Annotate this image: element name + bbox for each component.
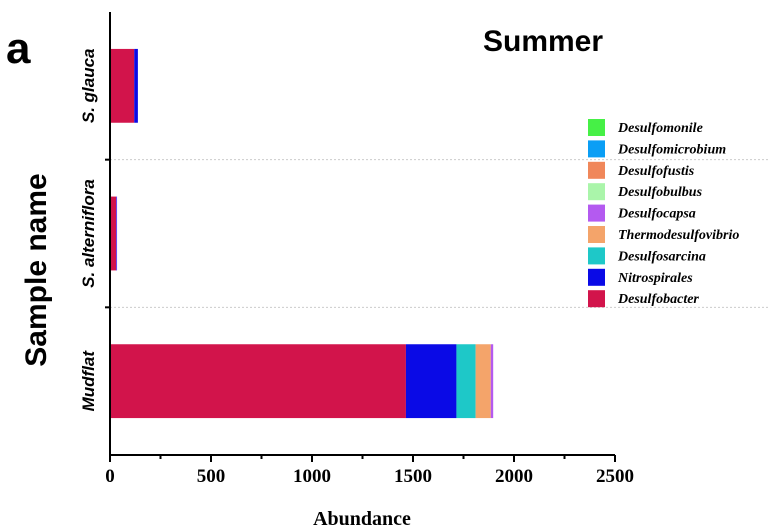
- x-tick-label: 1500: [394, 466, 432, 487]
- bar-segment: [110, 196, 117, 271]
- x-tick-label: 1000: [293, 466, 331, 487]
- legend-label: Desulfosarcina: [617, 249, 706, 264]
- bar-segment: [456, 344, 476, 419]
- legend-swatch: [588, 204, 605, 222]
- x-tick-label: 2000: [495, 466, 533, 487]
- x-tick-label: 0: [105, 466, 115, 487]
- legend-label: Nitrospirales: [617, 271, 693, 286]
- y-category-label: Mudflat: [79, 350, 98, 412]
- legend-swatch: [588, 119, 605, 136]
- panel-letter: a: [6, 24, 31, 73]
- bar-segment: [475, 344, 491, 419]
- bar-segment: [405, 344, 457, 419]
- y-categories-group: S. glauca S. alterniflora Mudflat: [79, 49, 98, 412]
- legend-label: Thermodesulfovibrio: [618, 228, 739, 243]
- bar-segment: [116, 196, 117, 271]
- legend-swatch: [588, 247, 605, 265]
- x-ticks-group: 0 500 1000 1500 2000 2500: [105, 455, 634, 487]
- legend-swatch: [588, 290, 605, 308]
- y-category-label: S. glauca: [79, 49, 98, 124]
- legend-swatch: [588, 140, 605, 158]
- x-tick-label: 500: [197, 466, 226, 487]
- x-axis-label: Abundance: [313, 508, 411, 530]
- legend: Desulfomonile Desulfomicrobium Desulfofust…: [588, 119, 739, 308]
- chart-title: Summer: [483, 25, 603, 58]
- x-tick-label: 2500: [596, 466, 634, 487]
- legend-label: Desulfomonile: [617, 121, 703, 136]
- legend-label: Desulfofustis: [617, 164, 695, 179]
- bar-segment: [134, 48, 138, 123]
- legend-swatch: [588, 161, 605, 179]
- bars-group: [110, 48, 494, 419]
- legend-swatch: [588, 226, 605, 243]
- legend-label: Desulfocapsa: [617, 207, 696, 222]
- legend-label: Desulfobacter: [617, 292, 699, 307]
- legend-label: Desulfobulbus: [617, 185, 703, 200]
- legend-swatch: [588, 183, 605, 201]
- y-axis-label: Sample name: [20, 173, 53, 366]
- legend-swatch: [588, 268, 605, 286]
- bar-segment: [110, 48, 135, 123]
- legend-label: Desulfomicrobium: [617, 142, 726, 157]
- group-separators: [110, 159, 769, 308]
- y-category-label: S. alterniflora: [79, 179, 98, 288]
- bar-segment: [490, 344, 494, 419]
- bar-segment: [110, 344, 406, 419]
